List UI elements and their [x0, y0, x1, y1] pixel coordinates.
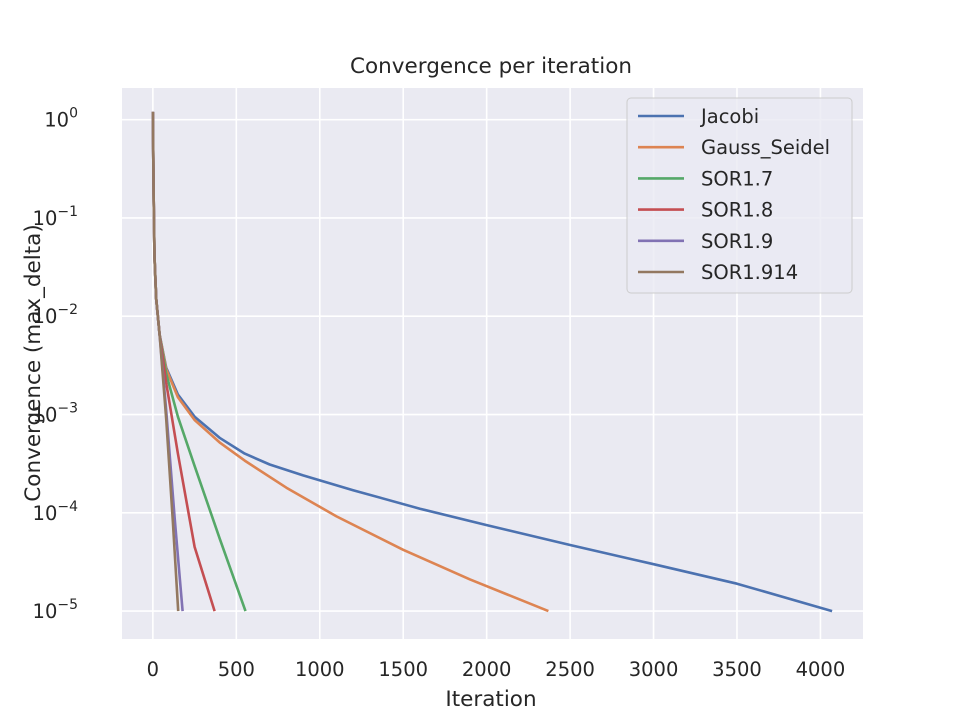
y-tick-label: 10−1	[33, 204, 78, 230]
y-tick-label: 10−3	[33, 401, 78, 427]
legend: Jacobi Gauss_Seidel SOR1.7 SOR1.8 SOR1.9 SOR1…	[626, 97, 853, 294]
x-tick-label: 500	[218, 658, 255, 681]
x-tick-label: 3000	[629, 658, 679, 681]
legend-label: SOR1.7	[701, 167, 773, 190]
series-lines	[151, 111, 833, 613]
x-tick-label: 4000	[796, 658, 846, 681]
legend-label: Gauss_Seidel	[701, 136, 830, 159]
legend-label: SOR1.8	[701, 199, 773, 222]
chart-title: Convergence per iteration	[350, 54, 632, 79]
y-axis-label: Convergence (max_delta)	[21, 224, 46, 501]
legend-label: SOR1.9	[701, 230, 773, 253]
legend-label: Jacobi	[699, 105, 759, 128]
y-tick-label: 10−4	[33, 499, 79, 525]
series-line-sor1-914	[151, 111, 180, 612]
x-tick-label: 2000	[462, 658, 512, 681]
y-tick-label: 10−5	[33, 597, 78, 623]
x-tick-label: 3500	[712, 658, 762, 681]
x-axis-label: Iteration	[445, 687, 536, 712]
tick-labels: 0 500 1000 1500 2000 2500 3000 3500 4000 100 10−1 1…	[33, 106, 846, 681]
x-tick-label: 1000	[295, 658, 345, 681]
y-tick-label: 10−2	[33, 302, 78, 328]
legend-label: SOR1.914	[701, 261, 798, 284]
x-tick-label: 2500	[545, 658, 595, 681]
x-tick-label: 1500	[378, 658, 428, 681]
x-tick-label: 0	[147, 658, 159, 681]
y-tick-label: 100	[44, 106, 78, 132]
